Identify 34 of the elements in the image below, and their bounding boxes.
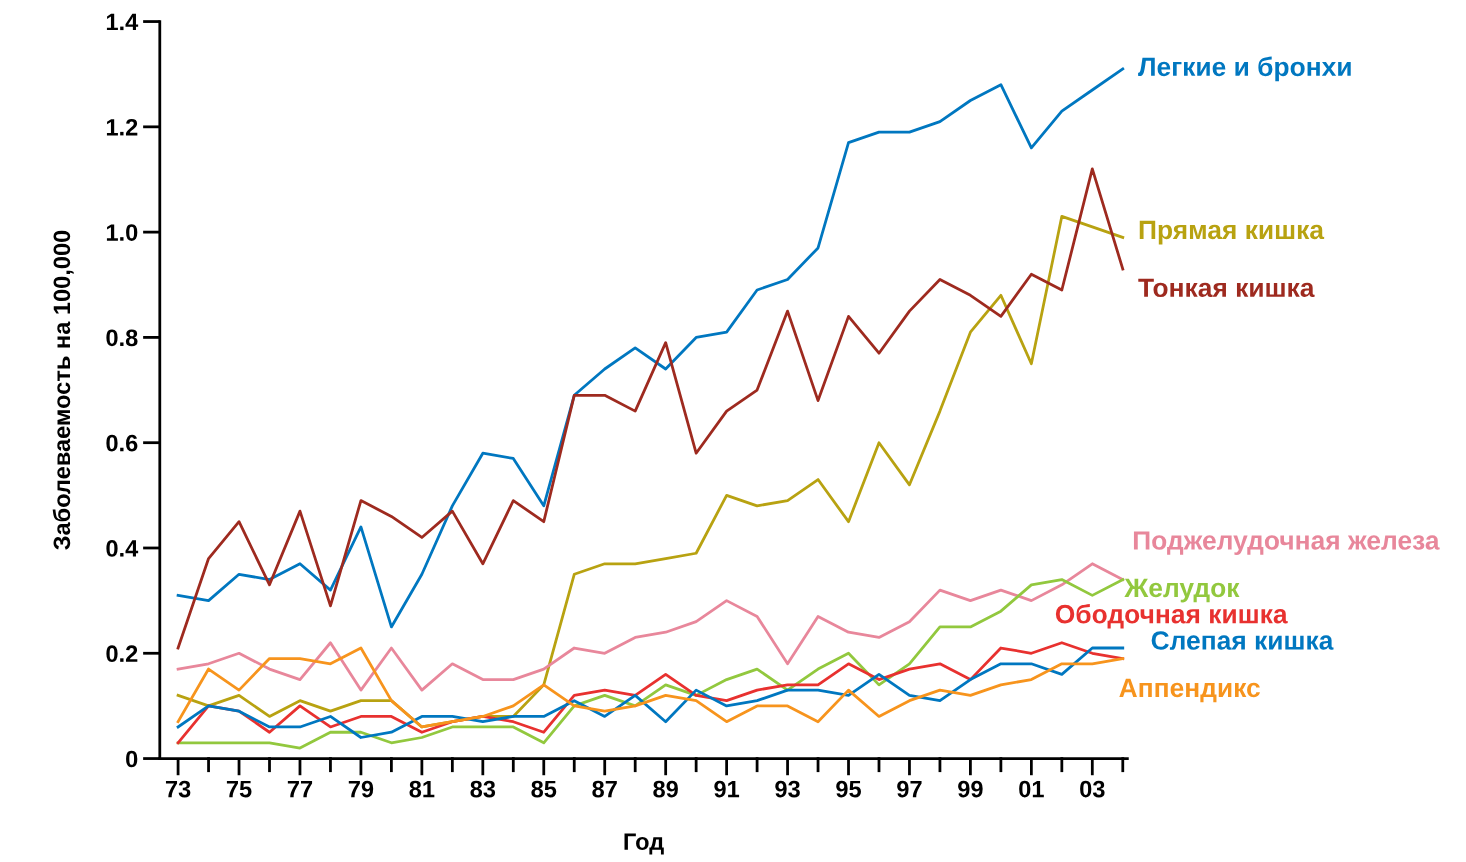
series-label: Легкие и бронхи — [1138, 56, 1351, 82]
y-axis-title: Заболеваемость на 100,000 — [52, 230, 74, 550]
series-label: Слепая кишка — [1151, 631, 1334, 650]
y-tick-label: 0.6 — [106, 434, 138, 452]
x-tick-label: 01 — [1019, 780, 1044, 798]
x-tick-label: 95 — [836, 780, 861, 798]
x-tick-label: 83 — [470, 780, 496, 798]
x-tick-label: 77 — [287, 780, 313, 798]
x-tick-label: 73 — [165, 780, 191, 798]
x-tick-label: 79 — [348, 780, 374, 798]
series-label: Ободочная кишка — [1055, 603, 1288, 629]
x-tick-label: 75 — [226, 780, 252, 798]
x-tick-label: 93 — [775, 780, 800, 798]
x-tick-label: 99 — [958, 780, 983, 798]
series-label: Прямая кишка — [1139, 220, 1325, 245]
series-label: Поджелудочная железа — [1133, 531, 1440, 556]
y-tick-label: 0.8 — [106, 329, 138, 347]
x-tick-label: 97 — [897, 780, 922, 798]
y-tick-label: 0 — [126, 750, 138, 768]
series-label: Аппендикс — [1119, 678, 1260, 703]
x-tick-label: 85 — [531, 780, 557, 798]
y-tick-label: 0.4 — [106, 540, 139, 557]
x-tick-label: 91 — [714, 780, 740, 798]
y-tick-label: 0.2 — [106, 645, 138, 663]
x-tick-label: 89 — [653, 780, 678, 798]
x-axis-title: Год — [624, 833, 664, 855]
series-label: Тонкая кишка — [1138, 278, 1315, 298]
x-tick-label: 81 — [409, 780, 435, 798]
y-tick-label: 1.0 — [106, 224, 138, 241]
x-tick-label: 03 — [1080, 780, 1105, 798]
y-tick-label: 1.4 — [106, 13, 139, 31]
y-tick-label: 1.2 — [106, 118, 138, 136]
series-label: Желудок — [1124, 578, 1240, 603]
x-tick-label: 87 — [592, 780, 617, 798]
